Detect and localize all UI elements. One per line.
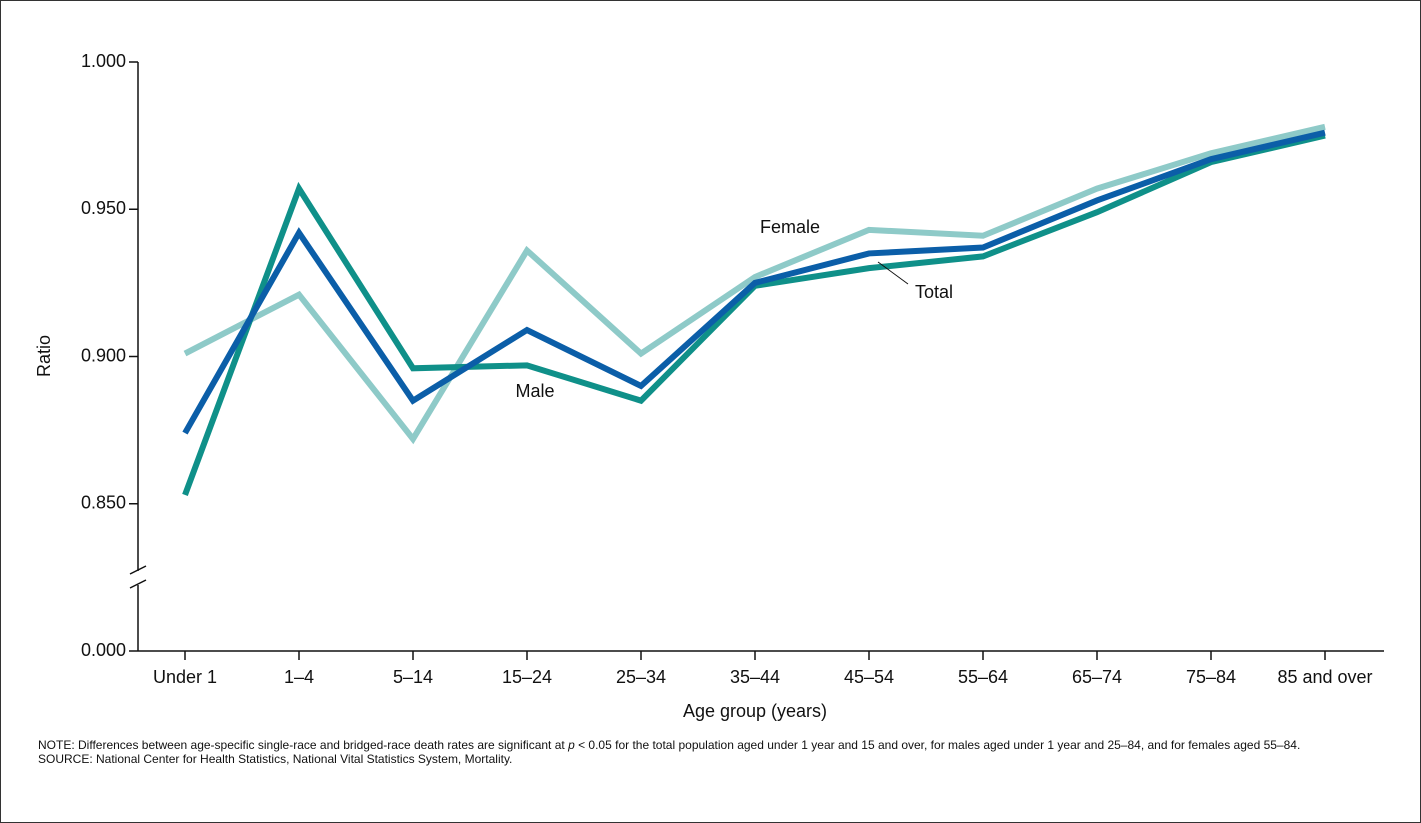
y-axis-title: Ratio xyxy=(34,335,54,377)
y-tick-label: 0.850 xyxy=(81,493,126,513)
series-label: Male xyxy=(515,381,554,401)
x-tick-label: 1–4 xyxy=(284,667,314,687)
x-tick-label: Under 1 xyxy=(153,667,217,687)
note-text: < 0.05 for the total population aged und… xyxy=(574,738,1301,752)
x-axis-title: Age group (years) xyxy=(683,701,827,721)
leader-line xyxy=(877,261,909,285)
note-text: NOTE: Differences between age-specific s… xyxy=(38,738,569,752)
note: NOTE: Differences between age-specific s… xyxy=(38,738,1388,752)
y-tick-label: 0.000 xyxy=(81,640,126,660)
x-tick-label: 75–84 xyxy=(1186,667,1236,687)
axis-break xyxy=(129,579,147,589)
x-tick-label: 25–34 xyxy=(616,667,666,687)
note-italic: p xyxy=(568,738,575,752)
notes: NOTE: Differences between age-specific s… xyxy=(38,738,1388,766)
series-label: Female xyxy=(760,217,820,237)
axis-break xyxy=(129,565,147,575)
series-label: Total xyxy=(915,282,953,302)
series-line xyxy=(182,129,1326,435)
series-line xyxy=(183,123,1326,445)
source: SOURCE: National Center for Health Stati… xyxy=(38,752,513,766)
y-tick-label: 0.900 xyxy=(81,345,126,365)
x-tick-label: 85 and over xyxy=(1277,667,1372,687)
y-tick-label: 1.000 xyxy=(81,51,126,71)
x-tick-label: 65–74 xyxy=(1072,667,1122,687)
x-tick-label: 15–24 xyxy=(502,667,552,687)
x-tick-label: 5–14 xyxy=(393,667,433,687)
y-tick-label: 0.950 xyxy=(81,198,126,218)
x-tick-label: 55–64 xyxy=(958,667,1008,687)
x-tick-label: 35–44 xyxy=(730,667,780,687)
x-tick-label: 45–54 xyxy=(844,667,894,687)
